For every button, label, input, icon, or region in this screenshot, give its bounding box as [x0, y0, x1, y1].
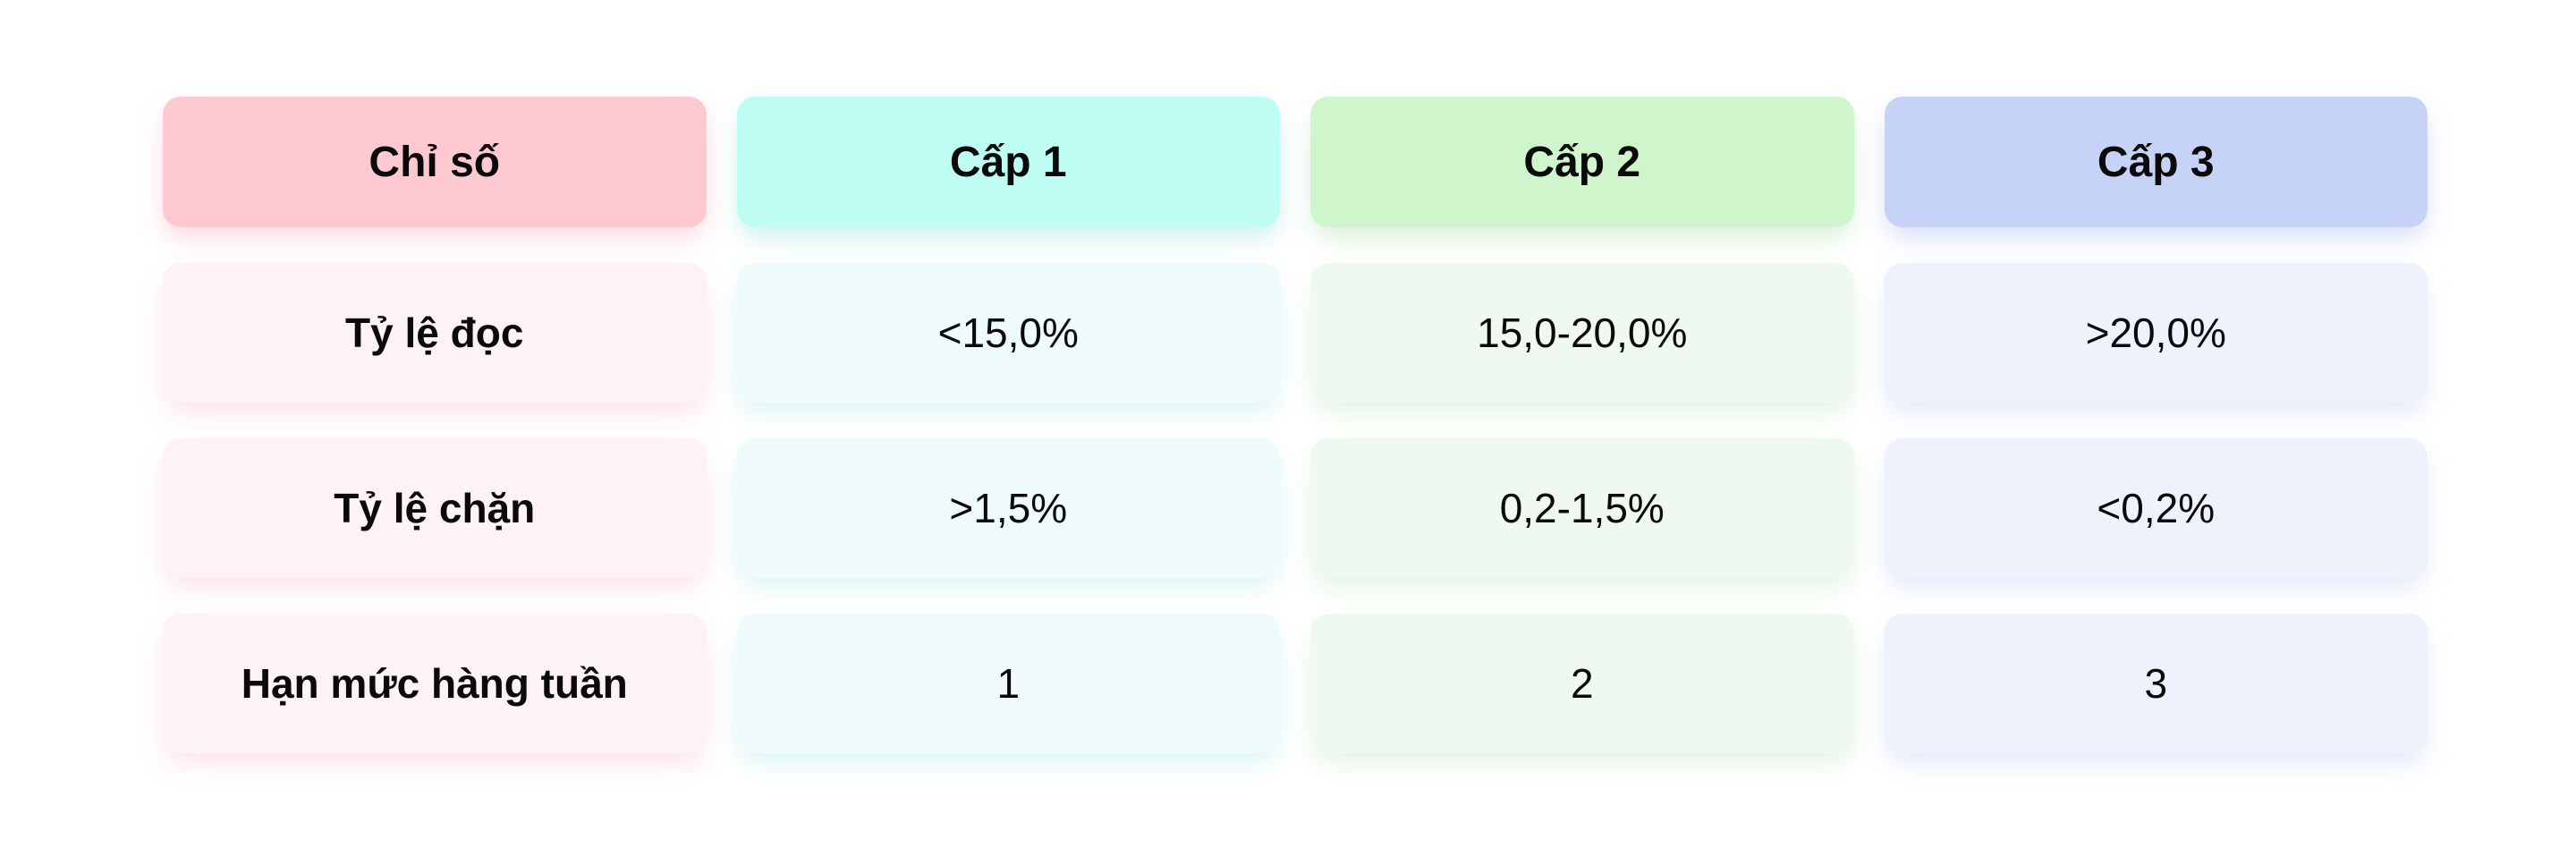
row-label-ty-le-chan: Tỷ lệ chặn	[163, 438, 707, 578]
header-cell-cap-2: Cấp 2	[1310, 97, 1854, 227]
header-cell-cap-3: Cấp 3	[1884, 97, 2428, 227]
criteria-table: Chỉ số Cấp 1 Cấp 2 Cấp 3 Tỷ lệ đọc <15,0…	[163, 97, 2428, 753]
value-cell: >20,0%	[1884, 263, 2428, 403]
value-cell: <15,0%	[736, 263, 1280, 403]
header-cell-cap-1: Cấp 1	[736, 97, 1280, 227]
value-cell: 15,0-20,0%	[1310, 263, 1854, 403]
value-cell: 0,2-1,5%	[1310, 438, 1854, 578]
value-cell: <0,2%	[1884, 438, 2428, 578]
value-cell: 1	[736, 614, 1280, 753]
value-cell: 2	[1310, 614, 1854, 753]
value-cell: 3	[1884, 614, 2428, 753]
row-label-ty-le-doc: Tỷ lệ đọc	[163, 263, 707, 403]
header-cell-chi-so: Chỉ số	[163, 97, 707, 227]
value-cell: >1,5%	[736, 438, 1280, 578]
row-label-han-muc-hang-tuan: Hạn mức hàng tuần	[163, 614, 707, 753]
